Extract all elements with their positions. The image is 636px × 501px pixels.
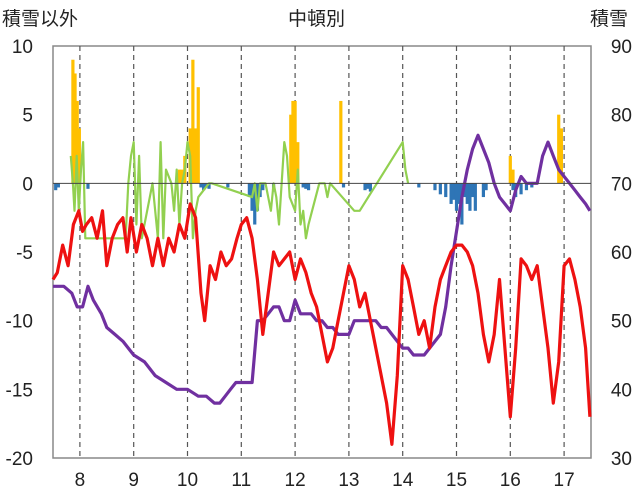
bars (54, 59, 564, 225)
x-tick-5: 13 (338, 470, 359, 491)
gold-bar-18 (557, 114, 561, 184)
blue-bar-17 (306, 183, 311, 191)
left-tick-4: -10 (6, 312, 33, 333)
gold-bar-4 (177, 169, 182, 184)
gold-bar-19 (559, 128, 564, 184)
blue-bar-26 (449, 183, 453, 204)
blue-bar-18 (341, 183, 346, 188)
plot-frame (52, 45, 592, 459)
blue-bar-7 (226, 183, 230, 188)
x-tick-7: 15 (446, 470, 467, 491)
blue-bar-23 (433, 183, 437, 191)
gold-bar-1 (73, 73, 77, 184)
left-tick-5: -15 (6, 380, 33, 401)
blue-bar-0 (54, 183, 58, 191)
gold-bar-12 (291, 100, 295, 184)
gold-bar-5 (180, 169, 184, 184)
blue-bar-42 (530, 183, 534, 188)
blue-bar-38 (511, 183, 515, 191)
gold-bar-16 (508, 155, 512, 184)
gold-bar-3 (77, 128, 81, 184)
left-tick-3: -5 (16, 243, 33, 264)
blue-bar-8 (247, 183, 251, 198)
x-tick-4: 12 (285, 470, 306, 491)
right-tick-5: 40 (611, 380, 632, 401)
right-tick-0: 90 (611, 37, 632, 58)
left-tick-1: 5 (22, 106, 33, 127)
gold-bar-8 (191, 59, 195, 184)
blue-bar-13 (261, 183, 265, 191)
green-series-line (69, 141, 410, 240)
blue-bar-19 (363, 183, 367, 191)
blue-bar-22 (417, 183, 421, 188)
right-tick-6: 30 (611, 449, 632, 470)
gold-bar-14 (296, 142, 300, 184)
purple-series-line (53, 133, 592, 405)
blue-bar-15 (301, 183, 305, 188)
gold-bar-9 (193, 128, 198, 184)
gold-bar-11 (289, 114, 293, 184)
right-tick-3: 60 (611, 243, 632, 264)
blue-bar-2 (86, 183, 90, 189)
x-tick-6: 14 (392, 470, 414, 491)
blue-bar-37 (484, 183, 488, 191)
x-tick-0: 8 (75, 470, 86, 491)
red-series-line (51, 202, 592, 446)
left-tick-6: -20 (6, 449, 33, 470)
blue-bar-40 (519, 183, 523, 195)
x-tick-9: 17 (554, 470, 575, 491)
blue-bar-41 (524, 183, 529, 191)
x-tick-2: 10 (177, 470, 198, 491)
blue-bar-34 (471, 183, 475, 198)
blue-bar-1 (56, 183, 60, 188)
left-tick-2: 0 (22, 174, 33, 195)
grid (79, 46, 565, 458)
blue-bar-10 (253, 183, 257, 225)
right-axis-label: 積雪 (590, 9, 629, 30)
right-tick-2: 70 (611, 174, 632, 195)
gold-bar-2 (75, 100, 79, 184)
blue-bar-3 (199, 183, 203, 188)
gold-bar-0 (71, 59, 75, 184)
left-axis-label: 積雪以外 (2, 9, 79, 30)
left-tick-0: 10 (12, 37, 33, 58)
blue-bar-29 (457, 183, 461, 204)
x-tick-8: 16 (500, 470, 521, 491)
x-tick-1: 9 (128, 470, 139, 491)
chart-title: 中頓別 (288, 9, 346, 30)
blue-bar-36 (481, 183, 485, 198)
x-tick-3: 11 (231, 470, 251, 491)
blue-bar-24 (438, 183, 442, 195)
lines (51, 133, 592, 446)
right-tick-4: 50 (611, 312, 632, 333)
gold-bar-15 (339, 100, 343, 184)
blue-bar-16 (304, 183, 308, 189)
gold-bar-13 (293, 100, 297, 184)
blue-bar-11 (255, 183, 260, 211)
gold-bar-10 (196, 87, 200, 184)
blue-bar-21 (368, 183, 373, 192)
blue-bar-35 (473, 183, 477, 211)
blue-bar-4 (202, 183, 206, 191)
blue-bar-33 (468, 183, 472, 211)
blue-bar-27 (452, 183, 456, 200)
blue-bar-20 (366, 183, 370, 189)
blue-bar-32 (465, 183, 469, 204)
right-tick-1: 80 (611, 106, 632, 127)
blue-bar-6 (207, 183, 211, 189)
blue-bar-28 (454, 183, 459, 211)
blue-bar-25 (444, 183, 448, 198)
gold-bar-17 (511, 169, 515, 184)
